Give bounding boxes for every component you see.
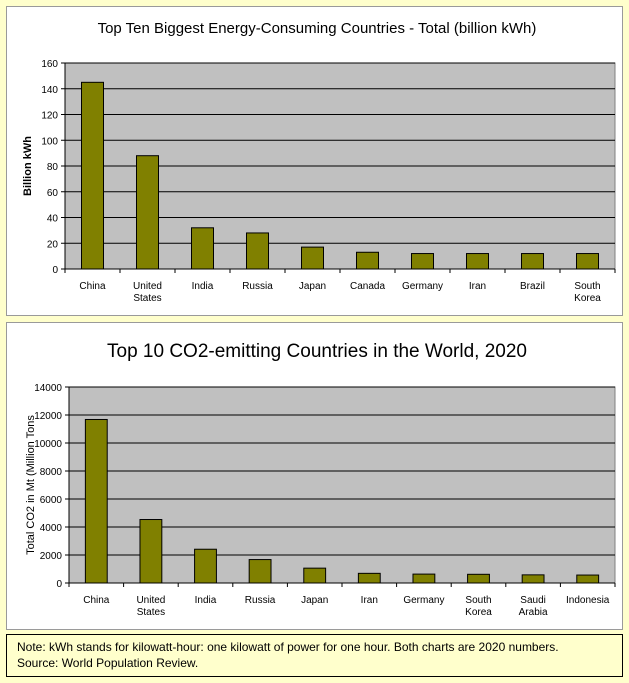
y-tick-label: 2000: [40, 551, 63, 562]
y-tick-label: 80: [47, 162, 59, 173]
bar: [136, 155, 159, 270]
bar: [248, 559, 272, 584]
y-tick-label: 160: [41, 59, 58, 70]
y-tick-label: 100: [41, 136, 58, 147]
plot-area: [68, 386, 616, 584]
energy-chart-panel: Top Ten Biggest Energy-Consuming Countri…: [6, 6, 623, 316]
bar: [467, 573, 490, 584]
x-tick-label: South Korea: [574, 281, 601, 304]
x-tick-label: Russia: [242, 281, 273, 292]
x-tick-label: China: [79, 281, 106, 292]
y-axis-label: Total CO2 in Mt (Million Tons: [25, 415, 37, 555]
x-tick-label: Germany: [403, 595, 444, 606]
bar: [356, 251, 379, 270]
bar: [194, 548, 217, 584]
bar: [412, 573, 436, 584]
x-tick-label: Japan: [299, 281, 326, 292]
y-tick-label: 14000: [34, 383, 62, 394]
co2-chart-panel: Top 10 CO2-emitting Countries in the Wor…: [6, 322, 623, 630]
y-tick-label: 12000: [34, 411, 62, 422]
co2-chart: Top 10 CO2-emitting Countries in the Wor…: [25, 341, 616, 618]
x-tick-label: United States: [133, 281, 162, 304]
x-tick-label: Canada: [350, 281, 385, 292]
x-tick-label: India: [195, 595, 217, 606]
footnote: Note: kWh stands for kilowatt-hour: one …: [6, 634, 623, 677]
bar: [576, 574, 600, 584]
chart-title: Top Ten Biggest Energy-Consuming Countri…: [98, 20, 537, 37]
x-tick-label: Germany: [402, 281, 443, 292]
y-axis-label: Billion kWh: [22, 136, 34, 196]
y-tick-label: 4000: [40, 523, 63, 534]
x-tick-label: Saudi Arabia: [519, 595, 548, 618]
y-tick-label: 6000: [40, 495, 63, 506]
y-tick-label: 20: [47, 239, 59, 250]
y-tick-label: 40: [47, 214, 59, 225]
footnote-line-1: Note: kWh stands for kilowatt-hour: one …: [17, 640, 559, 654]
bar: [81, 81, 104, 270]
y-tick-label: 60: [47, 188, 59, 199]
bar: [411, 253, 434, 270]
y-tick-label: 10000: [34, 439, 62, 450]
x-tick-label: South Korea: [465, 595, 492, 618]
y-tick-label: 8000: [40, 467, 63, 478]
chart-title: Top 10 CO2-emitting Countries in the Wor…: [107, 341, 527, 362]
bar: [301, 246, 324, 270]
bar: [303, 567, 327, 584]
bar: [576, 253, 599, 270]
bar: [246, 232, 269, 270]
bar: [84, 418, 108, 584]
y-tick-label: 140: [41, 85, 58, 96]
bar: [191, 227, 214, 270]
x-tick-label: United States: [136, 595, 165, 618]
x-tick-label: China: [83, 595, 110, 606]
x-tick-label: Russia: [245, 595, 276, 606]
bar: [357, 572, 381, 584]
x-tick-label: Indonesia: [566, 595, 610, 606]
energy-chart: Top Ten Biggest Energy-Consuming Countri…: [22, 20, 616, 304]
bar: [139, 519, 163, 584]
y-tick-label: 0: [56, 579, 62, 590]
bar: [521, 574, 545, 584]
y-tick-label: 120: [41, 111, 58, 122]
footnote-line-2: Source: World Population Review.: [17, 656, 199, 670]
x-tick-label: India: [192, 281, 214, 292]
x-tick-label: Iran: [361, 595, 378, 606]
bar: [521, 253, 544, 270]
x-tick-label: Iran: [469, 281, 486, 292]
y-tick-label: 0: [52, 265, 58, 276]
x-tick-label: Japan: [301, 595, 328, 606]
bar: [466, 253, 489, 270]
x-tick-label: Brazil: [520, 281, 545, 292]
